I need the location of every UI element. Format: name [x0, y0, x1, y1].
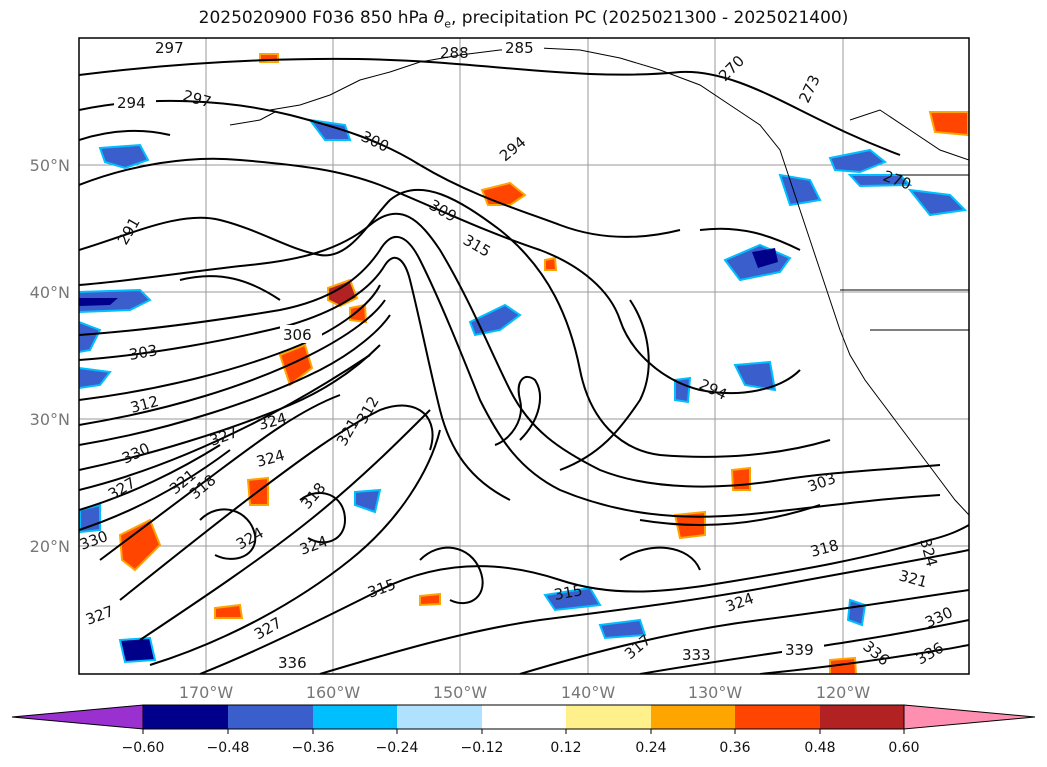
colorbar-tick-label: 0.60 [888, 740, 919, 756]
lon-axis: 170°W 160°W 150°W 140°W 130°W 120°W [179, 683, 871, 702]
colorbar-tick-label: 0.36 [719, 740, 750, 756]
colorbar-swatch [228, 705, 313, 729]
lat-label-50n: 50°N [30, 156, 70, 175]
title-theta: θ [433, 8, 445, 28]
map-frame [78, 37, 970, 675]
colorbar-tick-label: −0.60 [122, 740, 165, 756]
lat-label-40n: 40°N [30, 283, 70, 302]
colorbar-swatch [313, 705, 397, 729]
lat-label-20n: 20°N [30, 537, 70, 556]
colorbar-swatch [566, 705, 651, 729]
colorbar-swatch [820, 705, 904, 729]
colorbar-tick-label: −0.48 [207, 740, 250, 756]
colorbar-swatch [735, 705, 820, 729]
colorbar-tick-label: −0.12 [461, 740, 504, 756]
contour-label: 315 [553, 581, 584, 604]
contour-label: 333 [682, 646, 711, 664]
colorbar-tick-label: −0.24 [376, 740, 419, 756]
map-title: 2025020900 F036 850 hPa θe, precipitatio… [0, 8, 1047, 30]
title-rest: , precipitation PC (2025021300 - 2025021… [450, 8, 849, 28]
colorbar-outline [142, 704, 905, 730]
map-area [79, 38, 969, 674]
colorbar-tick-label: 0.12 [550, 740, 581, 756]
gridlines [79, 38, 969, 674]
colorbar-swatch [482, 705, 566, 729]
title-sub: e [444, 17, 451, 31]
lat-label-30n: 30°N [30, 410, 70, 429]
colorbar-tick-label: −0.36 [292, 740, 335, 756]
colorbar-swatch [651, 705, 735, 729]
theta-e-contours [79, 57, 969, 674]
lon-label-140w: 140°W [561, 683, 616, 702]
precip-patches [79, 53, 969, 674]
title-main: 2025020900 F036 850 hPa [198, 8, 434, 28]
colorbar-under-arrow [11, 704, 144, 730]
colorbar: −0.60 −0.48 −0.36 −0.24 −0.12 0.12 0.24 … [11, 704, 1036, 756]
lon-label-130w: 130°W [688, 683, 743, 702]
colorbar-over-arrow [903, 704, 1036, 730]
contour-label: 294 [117, 94, 146, 112]
contour-label: 303 [128, 341, 159, 364]
lon-label-170w: 170°W [179, 683, 234, 702]
contour-label: 285 [505, 39, 534, 57]
contour-label: 297 [155, 39, 184, 57]
contour-label: 306 [283, 326, 312, 344]
lon-label-150w: 150°W [433, 683, 488, 702]
lat-axis: 50°N 40°N 30°N 20°N [30, 156, 70, 556]
colorbar-tick-label: 0.48 [804, 740, 835, 756]
colorbar-swatch [397, 705, 482, 729]
colorbar-tick-label: 0.24 [635, 740, 666, 756]
lon-label-120w: 120°W [816, 683, 871, 702]
colorbar-swatch [143, 705, 228, 729]
lon-label-160w: 160°W [306, 683, 361, 702]
contour-label: 288 [440, 44, 469, 62]
contour-label: 336 [278, 654, 307, 672]
contour-label: 339 [785, 641, 814, 659]
